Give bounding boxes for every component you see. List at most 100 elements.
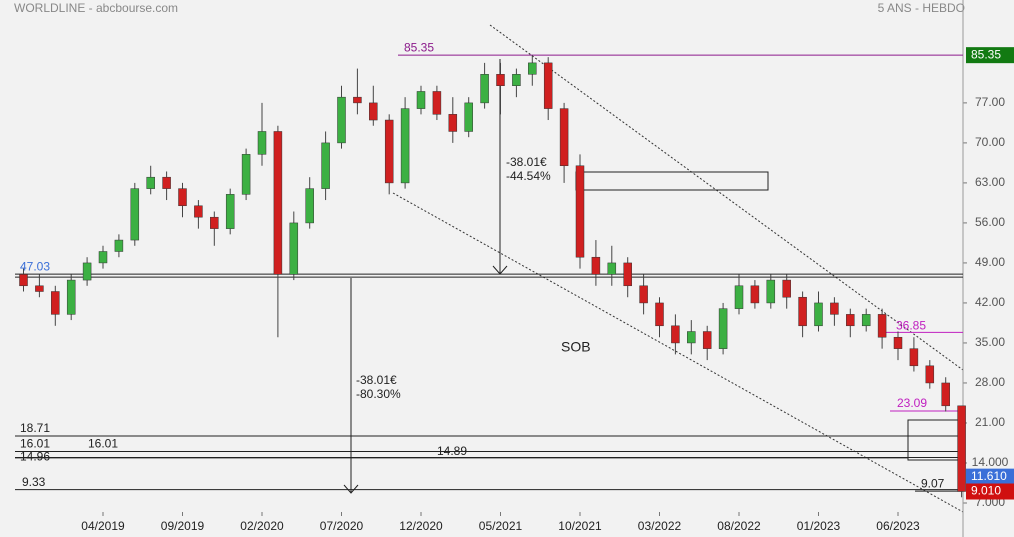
y-tick-label: 35.00 bbox=[975, 335, 1005, 349]
level-label: 18.71 bbox=[20, 421, 50, 435]
level-label: 36.85 bbox=[896, 319, 926, 333]
candle-body bbox=[718, 308, 728, 349]
annotation: -38.01€ bbox=[356, 373, 397, 387]
level-label: 14.96 bbox=[20, 450, 50, 464]
candle-body bbox=[846, 314, 855, 327]
level-label: 47.03 bbox=[20, 259, 50, 273]
x-tick-label: 04/2019 bbox=[81, 519, 125, 533]
candle-body bbox=[289, 222, 299, 275]
x-tick-label: 10/2021 bbox=[558, 519, 602, 533]
channel bbox=[392, 24, 964, 513]
annotation: -80.30% bbox=[356, 387, 401, 401]
candle-body bbox=[353, 96, 362, 104]
y-tick-label: 77.00 bbox=[975, 95, 1005, 109]
candle-body bbox=[575, 165, 585, 258]
channel-lower bbox=[392, 192, 964, 513]
candle-body bbox=[814, 302, 823, 327]
candle-body bbox=[957, 405, 966, 492]
annotation: -38.01€ bbox=[506, 155, 547, 169]
candle-body bbox=[162, 176, 171, 189]
level-label: 14.89 bbox=[437, 444, 467, 458]
candle-body bbox=[734, 285, 744, 309]
candle-body bbox=[384, 119, 394, 184]
price-tag bbox=[966, 47, 1014, 64]
level-label: 16.01 bbox=[20, 437, 50, 451]
candle-body bbox=[257, 131, 267, 155]
candle-body bbox=[98, 251, 108, 264]
y-tick-label: 14.000 bbox=[972, 455, 1009, 469]
level-label: 85.35 bbox=[404, 40, 434, 54]
candle-body bbox=[178, 188, 187, 207]
candle-body bbox=[528, 62, 537, 75]
channel-upper bbox=[489, 24, 964, 371]
candle-body bbox=[146, 176, 155, 189]
candle-body bbox=[766, 279, 776, 304]
price-tag-label: 11.610 bbox=[971, 469, 1007, 483]
candle-body bbox=[941, 382, 950, 407]
candle-body bbox=[925, 365, 935, 384]
y-tick-label: 49.00 bbox=[975, 255, 1005, 269]
y-tick-label: 28.00 bbox=[975, 375, 1005, 389]
x-tick-label: 12/2020 bbox=[399, 519, 443, 533]
candle-body bbox=[130, 188, 140, 241]
arrow-head bbox=[343, 484, 359, 494]
price-tag bbox=[966, 483, 1014, 500]
candle-body bbox=[305, 188, 314, 224]
arrows bbox=[343, 59, 508, 494]
x-tick-label: 03/2022 bbox=[638, 519, 682, 533]
candle-body bbox=[19, 274, 28, 287]
level-label: 16.01 bbox=[88, 437, 118, 451]
zone-box bbox=[907, 419, 964, 461]
period: 5 ANS - HEBDO bbox=[878, 1, 965, 15]
y-tick-label: 42.00 bbox=[975, 295, 1005, 309]
y-tick-label: 63.00 bbox=[975, 175, 1005, 189]
candle-body bbox=[559, 108, 569, 167]
x-tick-label: 09/2019 bbox=[161, 519, 205, 533]
candle-body bbox=[241, 154, 251, 195]
zone-box bbox=[575, 171, 769, 191]
x-tick-label: 07/2020 bbox=[320, 519, 364, 533]
candle-body bbox=[877, 314, 887, 338]
candle-body bbox=[543, 62, 553, 109]
candle-body bbox=[416, 91, 426, 109]
x-tick-label: 02/2020 bbox=[240, 519, 284, 533]
level-label: 23.09 bbox=[897, 396, 927, 410]
candle-body bbox=[782, 279, 791, 298]
candle-body bbox=[750, 285, 760, 304]
annotation: SOB bbox=[561, 339, 591, 355]
candle-body bbox=[861, 314, 871, 327]
annotation: -44.54% bbox=[506, 169, 551, 183]
candle-body bbox=[893, 336, 903, 349]
candle-body bbox=[400, 108, 410, 184]
candle-body bbox=[432, 91, 442, 115]
candle-body bbox=[114, 239, 124, 252]
candle-body bbox=[623, 262, 632, 287]
candle-body bbox=[194, 205, 203, 218]
candle-body bbox=[51, 291, 60, 315]
candle-body bbox=[830, 302, 839, 315]
candle-body bbox=[480, 74, 489, 104]
x-tick-label: 05/2021 bbox=[479, 519, 523, 533]
candle-body bbox=[909, 348, 919, 367]
x-tick-label: 06/2023 bbox=[876, 519, 920, 533]
y-tick-label: 70.00 bbox=[975, 135, 1005, 149]
candle-body bbox=[273, 131, 283, 275]
candle-body bbox=[639, 285, 648, 304]
candle-body bbox=[448, 114, 458, 132]
x-tick-label: 08/2022 bbox=[717, 519, 761, 533]
candle-body bbox=[321, 142, 330, 189]
level-label: 9.33 bbox=[22, 475, 46, 489]
level-label: 9.07 bbox=[921, 476, 945, 490]
candle-body bbox=[496, 74, 505, 86]
price-tag-label: 9.010 bbox=[971, 484, 1001, 498]
candle-body bbox=[687, 331, 696, 344]
chart-title: WORLDLINE - abcbourse.com bbox=[14, 1, 178, 15]
candle-body bbox=[464, 102, 473, 132]
candle-body bbox=[702, 331, 712, 349]
candle-body bbox=[798, 296, 807, 327]
candle-body bbox=[655, 302, 664, 327]
candle-body bbox=[82, 262, 92, 281]
y-tick-label: 21.00 bbox=[975, 415, 1005, 429]
